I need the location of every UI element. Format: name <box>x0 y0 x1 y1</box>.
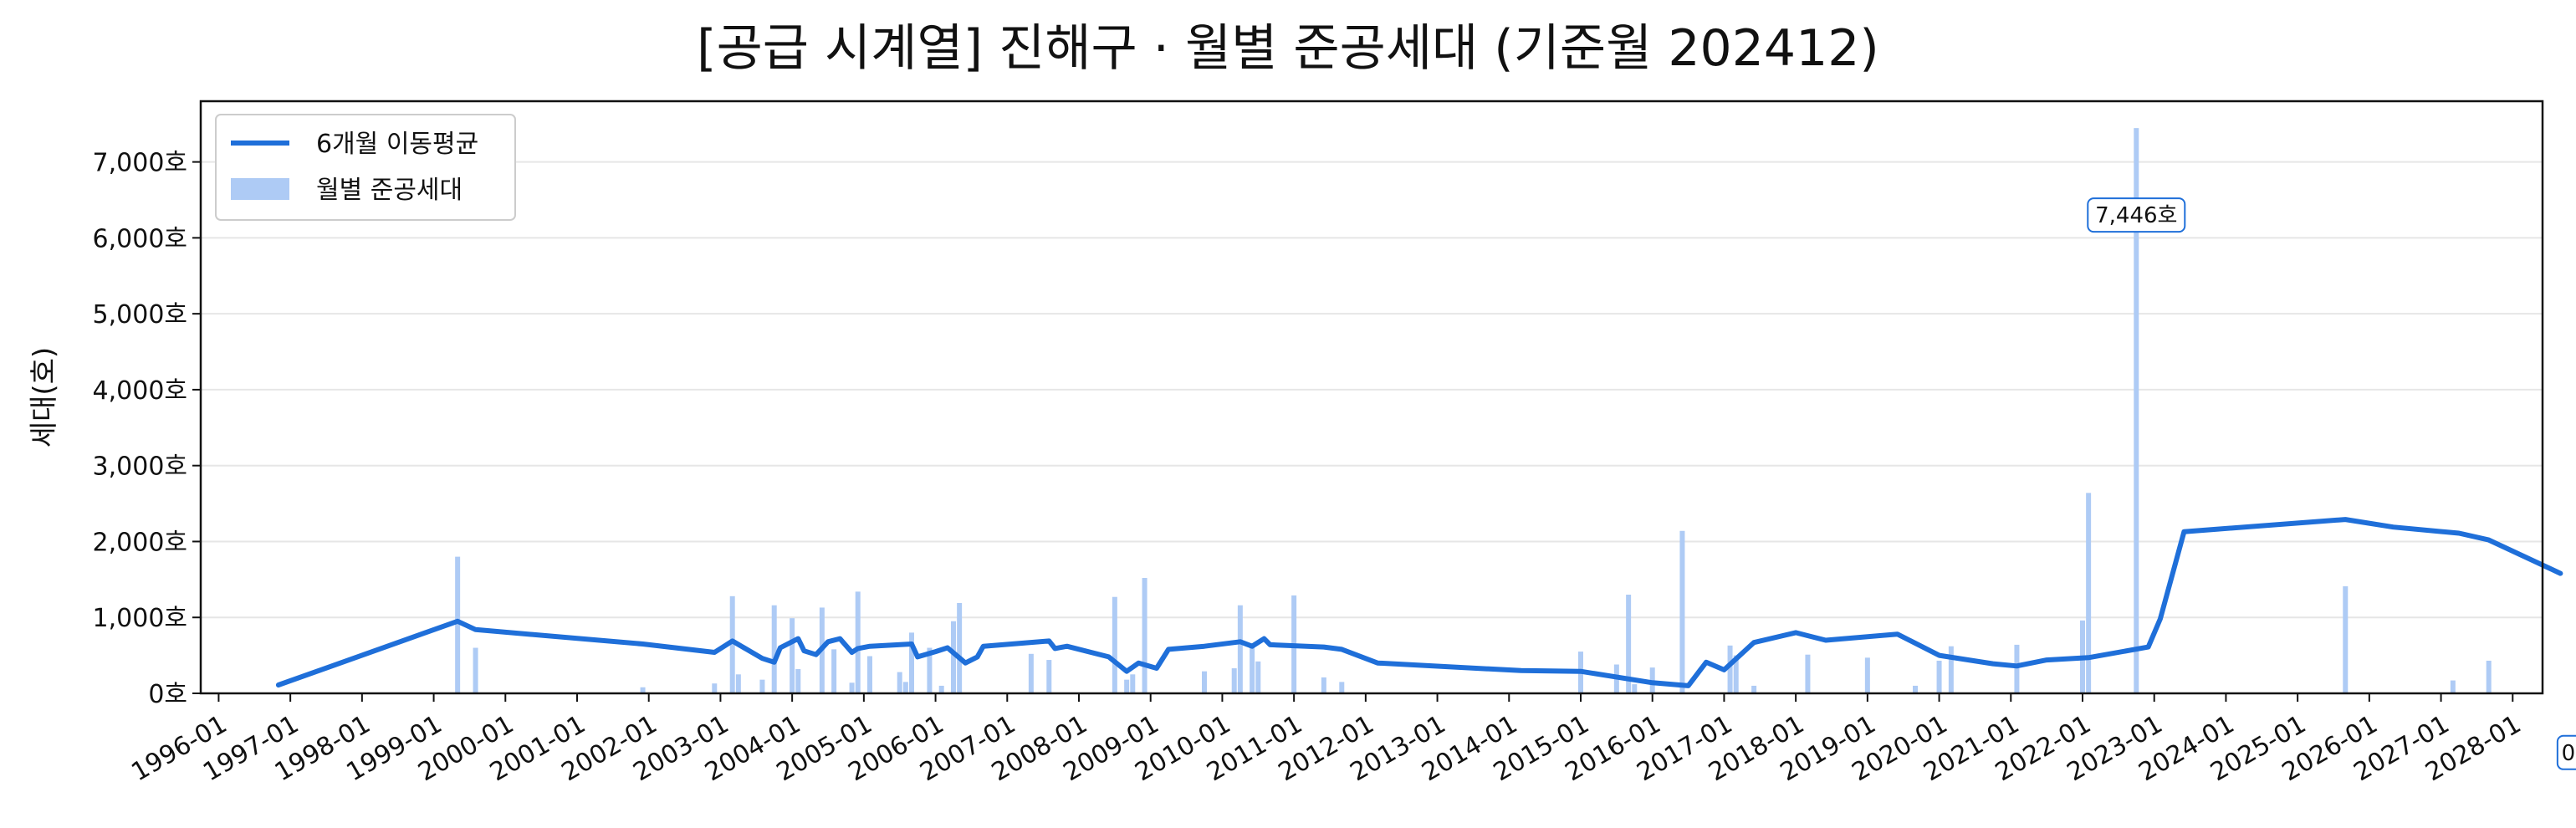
bar <box>771 605 777 693</box>
bar <box>855 591 861 693</box>
bars-layer <box>455 128 2492 693</box>
bar <box>2086 493 2092 693</box>
bar <box>1124 679 1130 693</box>
legend-label-moving-average: 6개월 이동평균 <box>316 130 478 159</box>
line-layer <box>275 517 2563 688</box>
y-tick-label: 5,000호 <box>93 300 187 330</box>
bar <box>1202 671 1207 693</box>
y-tick-label: 1,000호 <box>93 604 187 633</box>
x-axis: 1996-011997-011998-011999-012000-012001-… <box>126 693 2526 787</box>
bar <box>1028 653 1034 693</box>
grid-lines <box>201 161 2543 619</box>
bar <box>1112 596 1117 693</box>
bar <box>735 674 741 693</box>
y-tick-label: 3,000호 <box>93 452 187 482</box>
bar <box>2014 644 2020 693</box>
bar <box>1733 655 1739 693</box>
annotation-label: 7,446호 <box>2095 203 2177 228</box>
bar <box>1679 530 1685 693</box>
legend-bar-swatch <box>231 178 289 200</box>
bar <box>1805 654 1811 693</box>
moving-average-line <box>275 517 2563 688</box>
bar <box>1632 684 1638 693</box>
legend-box <box>215 114 516 221</box>
bar <box>1142 578 1147 693</box>
bar <box>831 649 837 693</box>
bar <box>1046 660 1052 693</box>
bar <box>1255 661 1261 693</box>
annotation-box <box>2087 197 2186 233</box>
bar <box>909 632 914 693</box>
bar <box>1250 643 1255 693</box>
bar <box>897 672 902 693</box>
chart-title: [공급 시계열] 진해구 · 월별 준공세대 (기준월 202412) <box>697 19 1879 78</box>
bar <box>1948 646 1954 693</box>
bar <box>1130 674 1136 693</box>
bar <box>790 618 795 693</box>
annotation-box <box>2556 734 2576 770</box>
bar <box>795 668 801 693</box>
bar <box>1727 645 1733 693</box>
bar <box>849 682 855 693</box>
bar <box>2134 128 2139 693</box>
bar <box>1936 660 1942 693</box>
y-tick-label: 7,000호 <box>93 149 187 178</box>
bar <box>1913 685 1918 693</box>
bar <box>2486 660 2492 693</box>
y-tick-label: 0호 <box>148 680 187 709</box>
bar <box>1339 682 1345 693</box>
bar <box>640 687 646 693</box>
bar <box>729 595 735 693</box>
bar <box>1321 677 1326 693</box>
bar <box>1237 605 1243 693</box>
y-tick-label: 2,000호 <box>93 528 187 557</box>
bar <box>1864 657 1870 693</box>
legend: 6개월 이동평균 월별 준공세대 <box>215 114 516 221</box>
legend-label-monthly: 월별 준공세대 <box>316 176 463 205</box>
bar <box>938 685 944 693</box>
bar <box>712 683 718 693</box>
bar <box>1626 595 1632 693</box>
annotation-label: 0호 <box>2562 741 2576 766</box>
bar <box>951 621 956 693</box>
bar <box>867 656 872 693</box>
bar <box>473 647 478 693</box>
y-axis-label: 세대(호) <box>28 347 61 447</box>
bar <box>2343 586 2349 693</box>
y-tick-label: 6,000호 <box>93 224 187 253</box>
bar <box>902 682 908 693</box>
annotation: 0호 <box>2556 734 2576 770</box>
bar <box>927 647 933 693</box>
plot-frame <box>199 100 2544 695</box>
bar <box>1751 685 1757 693</box>
bar <box>1231 668 1237 693</box>
annotations: 7,446호 0호 <box>2087 197 2576 770</box>
bar <box>455 556 461 693</box>
bar <box>759 679 765 693</box>
annotation: 7,446호 <box>2087 197 2186 233</box>
y-axis: 0호 1,000호 2,000호 3,000호 4,000호 5,000호 6,000호 7,… <box>93 149 201 709</box>
bar <box>2450 680 2456 693</box>
y-tick-label: 4,000호 <box>93 376 187 406</box>
bar <box>957 602 963 693</box>
